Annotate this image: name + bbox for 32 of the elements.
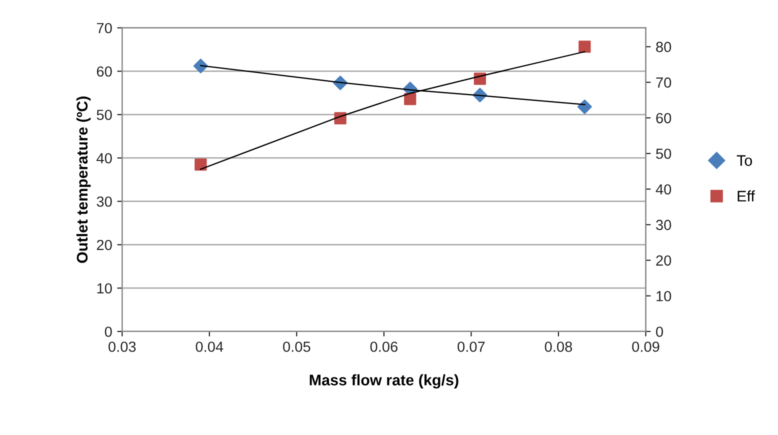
y-tick-label: 10 — [97, 283, 112, 294]
y2-tick-label: 40 — [656, 184, 672, 195]
x-tick-label: 0.08 — [544, 342, 572, 352]
y-tick-label: 0 — [104, 326, 112, 337]
y-tick-label: 70 — [96, 22, 112, 34]
y-tick-label: 60 — [96, 66, 112, 77]
y-tick-label: 50 — [96, 110, 112, 120]
y2-tick-label: 10 — [656, 290, 672, 302]
y2-tick-label: 50 — [656, 148, 672, 159]
y2-tick-label: 20 — [656, 255, 672, 266]
y-axis-title: Outlet temperature (ºC) — [76, 96, 91, 263]
x-tick-label: 0.03 — [108, 342, 136, 352]
y-tick-label: 40 — [96, 153, 112, 164]
point — [577, 100, 592, 114]
y2-tick-label: 0 — [656, 326, 663, 337]
x-axis-title: Mass flow rate (kg/s) — [310, 374, 458, 389]
y2-tick-label: 30 — [656, 220, 672, 230]
y2-tick-label: 70 — [656, 77, 672, 88]
x-tick-label: 0.06 — [370, 342, 398, 352]
point — [194, 158, 207, 171]
y2-tick-label: 60 — [656, 113, 672, 124]
legend-label: To — [736, 155, 752, 166]
x-tick-label: 0.09 — [632, 342, 660, 352]
point — [404, 92, 416, 106]
y-tick-label: 30 — [96, 196, 112, 207]
x-tick-label: 0.07 — [458, 342, 485, 352]
point — [578, 40, 591, 53]
y2-tick-label: 80 — [656, 42, 672, 52]
y-tick-label: 20 — [96, 240, 112, 250]
x-tick-label: 0.05 — [283, 342, 310, 352]
x-tick-label: 0.04 — [196, 342, 224, 352]
legend-label: Eff — [738, 190, 755, 202]
